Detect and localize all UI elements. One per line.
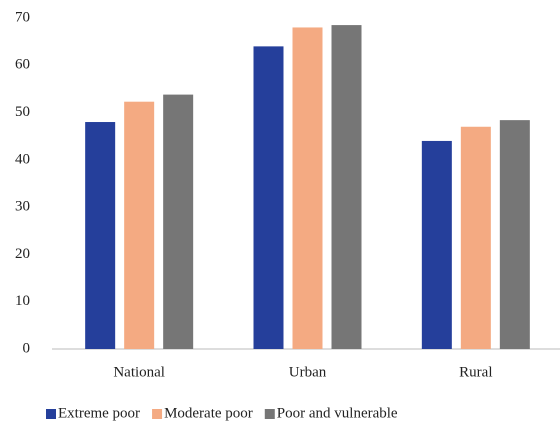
bar: [124, 101, 155, 350]
legend-label: Extreme poor: [58, 405, 140, 421]
x-tick-label: National: [113, 364, 165, 380]
y-tick-label: 20: [15, 246, 30, 262]
y-tick-label: 0: [23, 340, 31, 356]
legend-swatch: [152, 409, 163, 419]
bar: [460, 126, 491, 349]
x-tick-label: Urban: [289, 364, 327, 380]
y-tick-label: 30: [15, 199, 30, 215]
legend-swatch: [264, 409, 275, 419]
y-tick-label: 10: [15, 293, 30, 309]
bar: [85, 122, 116, 350]
y-tick-label: 40: [15, 151, 30, 167]
y-tick-label: 70: [15, 9, 30, 25]
bar: [163, 94, 194, 349]
bar: [421, 140, 452, 349]
bar: [331, 25, 362, 349]
bar: [499, 120, 530, 349]
x-tick-label: Rural: [459, 364, 492, 380]
bar: [253, 46, 284, 349]
legend-label: Moderate poor: [164, 405, 253, 421]
bar: [292, 27, 323, 349]
legend-swatch: [46, 409, 56, 419]
y-tick-label: 60: [15, 57, 30, 73]
legend-label: Poor and vulnerable: [277, 405, 398, 421]
y-tick-label: 50: [15, 104, 30, 120]
